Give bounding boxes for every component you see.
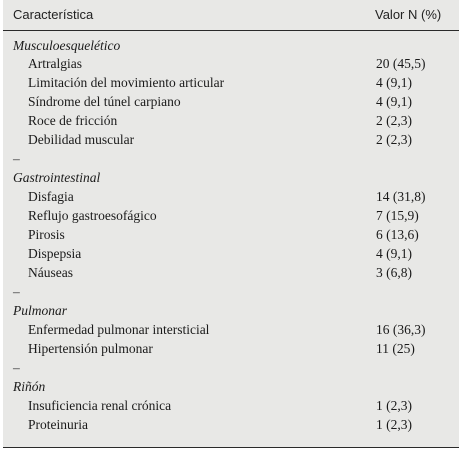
row-value: 11 (25) xyxy=(376,341,415,356)
row-label: Limitación del movimiento articular xyxy=(28,75,225,90)
row-value: 1 (2,3) xyxy=(376,417,412,432)
table-row: Dispepsia 4 (9,1) xyxy=(3,244,459,263)
row-value: 20 (45,5) xyxy=(376,56,426,71)
section-title: Riñón xyxy=(13,379,46,394)
section-title: Gastrointestinal xyxy=(13,170,101,185)
table-row: Náuseas 3 (6,8) xyxy=(3,263,459,282)
section-title-row: Musculoesquelético xyxy=(3,36,459,55)
row-value: 16 (36,3) xyxy=(376,322,426,337)
row-value: 14 (31,8) xyxy=(376,189,426,204)
header-characteristic: Característica xyxy=(13,7,94,22)
table-row: Proteinuria 1 (2,3) xyxy=(3,415,459,434)
section-title-row: Riñón xyxy=(3,377,459,396)
characteristics-table: Característica Valor N (%) Musculoesquel… xyxy=(3,0,459,448)
row-label: Debilidad muscular xyxy=(28,132,135,147)
table-row: Disfagia 14 (31,8) xyxy=(3,187,459,206)
row-value: 1 (2,3) xyxy=(376,398,412,413)
section-separator: – xyxy=(3,149,459,168)
table-header: Característica Valor N (%) xyxy=(3,0,459,31)
separator-dash: – xyxy=(13,284,20,299)
table-row: Hipertensión pulmonar 11 (25) xyxy=(3,339,459,358)
separator-dash: – xyxy=(13,151,20,166)
table-row: Reflujo gastroesofágico 7 (15,9) xyxy=(3,206,459,225)
row-value: 4 (9,1) xyxy=(376,94,412,109)
table-row: Pirosis 6 (13,6) xyxy=(3,225,459,244)
section-title: Pulmonar xyxy=(13,303,67,318)
row-label: Disfagia xyxy=(28,189,74,204)
row-label: Enfermedad pulmonar intersticial xyxy=(28,322,210,337)
row-value: 2 (2,3) xyxy=(376,113,412,128)
table-row: Artralgias 20 (45,5) xyxy=(3,54,459,73)
row-label: Pirosis xyxy=(28,227,65,242)
row-value: 3 (6,8) xyxy=(376,265,412,280)
row-label: Insuficiencia renal crónica xyxy=(28,398,172,413)
section-title-row: Gastrointestinal xyxy=(3,168,459,187)
row-value: 4 (9,1) xyxy=(376,75,412,90)
table-row: Síndrome del túnel carpiano 4 (9,1) xyxy=(3,92,459,111)
row-label: Dispepsia xyxy=(28,246,82,261)
row-label: Reflujo gastroesofágico xyxy=(28,208,157,223)
row-label: Hipertensión pulmonar xyxy=(28,341,153,356)
section-separator: – xyxy=(3,358,459,377)
header-value: Valor N (%) xyxy=(375,7,442,22)
section-title: Musculoesquelético xyxy=(13,38,121,53)
section-title-row: Pulmonar xyxy=(3,301,459,320)
table-row: Limitación del movimiento articular 4 (9… xyxy=(3,73,459,92)
row-value: 7 (15,9) xyxy=(376,208,419,223)
row-label: Artralgias xyxy=(28,56,82,71)
separator-dash: – xyxy=(13,360,20,375)
row-label: Proteinuria xyxy=(28,417,88,432)
table-row: Debilidad muscular 2 (2,3) xyxy=(3,130,459,149)
row-label: Roce de fricción xyxy=(28,113,118,128)
row-label: Náuseas xyxy=(28,265,73,280)
row-label: Síndrome del túnel carpiano xyxy=(28,94,181,109)
row-value: 2 (2,3) xyxy=(376,132,412,147)
section-separator: – xyxy=(3,282,459,301)
row-value: 6 (13,6) xyxy=(376,227,419,242)
row-value: 4 (9,1) xyxy=(376,246,412,261)
table-row: Enfermedad pulmonar intersticial 16 (36,… xyxy=(3,320,459,339)
table-row: Insuficiencia renal crónica 1 (2,3) xyxy=(3,396,459,415)
table-row: Roce de fricción 2 (2,3) xyxy=(3,111,459,130)
